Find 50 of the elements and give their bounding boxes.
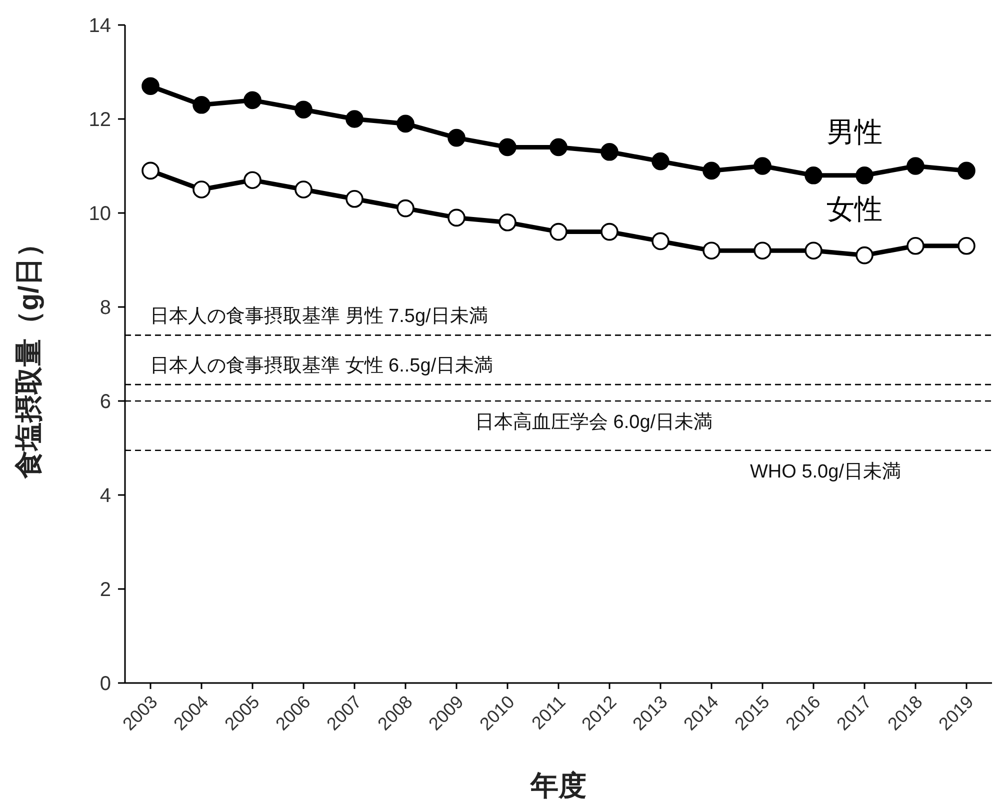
point xyxy=(958,237,976,255)
point xyxy=(600,222,618,241)
point xyxy=(294,100,312,118)
point xyxy=(448,128,466,147)
point xyxy=(550,222,568,241)
point xyxy=(754,157,772,175)
point xyxy=(856,166,874,184)
point xyxy=(142,77,160,95)
point xyxy=(804,242,822,260)
point xyxy=(396,199,414,218)
point xyxy=(754,242,772,260)
point xyxy=(498,214,516,232)
point xyxy=(244,171,262,189)
point xyxy=(448,208,466,227)
point xyxy=(192,96,210,114)
point xyxy=(396,114,414,133)
point xyxy=(906,157,924,175)
point xyxy=(294,180,312,198)
point xyxy=(498,138,516,156)
point xyxy=(652,232,670,250)
point xyxy=(244,91,262,110)
ref-line-label: WHO 5.0g/日未満 xyxy=(750,461,901,482)
point xyxy=(804,166,822,184)
y-tick-label: 6 xyxy=(100,391,111,413)
ref-line-label: 日本人の食事摂取基準 男性 7.5g/日未満 xyxy=(150,306,488,328)
y-tick-label: 8 xyxy=(100,297,111,319)
point xyxy=(856,246,874,264)
point xyxy=(652,152,670,170)
x-axis-title: 年度 xyxy=(530,770,586,801)
y-axis-title: 食塩摂取量（g/日） xyxy=(13,230,44,480)
series-label: 女性 xyxy=(826,194,882,225)
ref-line-label: 日本高血圧学会 6.0g/日未満 xyxy=(475,411,713,433)
ref-line-label: 日本人の食事摂取基準 女性 6..5g/日未満 xyxy=(150,356,494,377)
point xyxy=(142,162,160,180)
point xyxy=(958,162,976,180)
y-tick-label: 4 xyxy=(100,485,111,507)
point xyxy=(906,237,924,255)
point xyxy=(192,180,210,198)
point xyxy=(346,110,364,128)
point xyxy=(702,242,720,260)
series-label: 男性 xyxy=(826,116,882,148)
y-tick-label: 2 xyxy=(100,579,111,601)
point xyxy=(346,190,364,208)
point xyxy=(702,162,720,180)
point xyxy=(550,138,568,156)
y-tick-label: 10 xyxy=(88,203,111,225)
y-tick-label: 0 xyxy=(100,673,111,695)
y-tick-label: 12 xyxy=(88,109,111,131)
y-tick-label: 14 xyxy=(88,15,111,37)
point xyxy=(600,143,618,161)
